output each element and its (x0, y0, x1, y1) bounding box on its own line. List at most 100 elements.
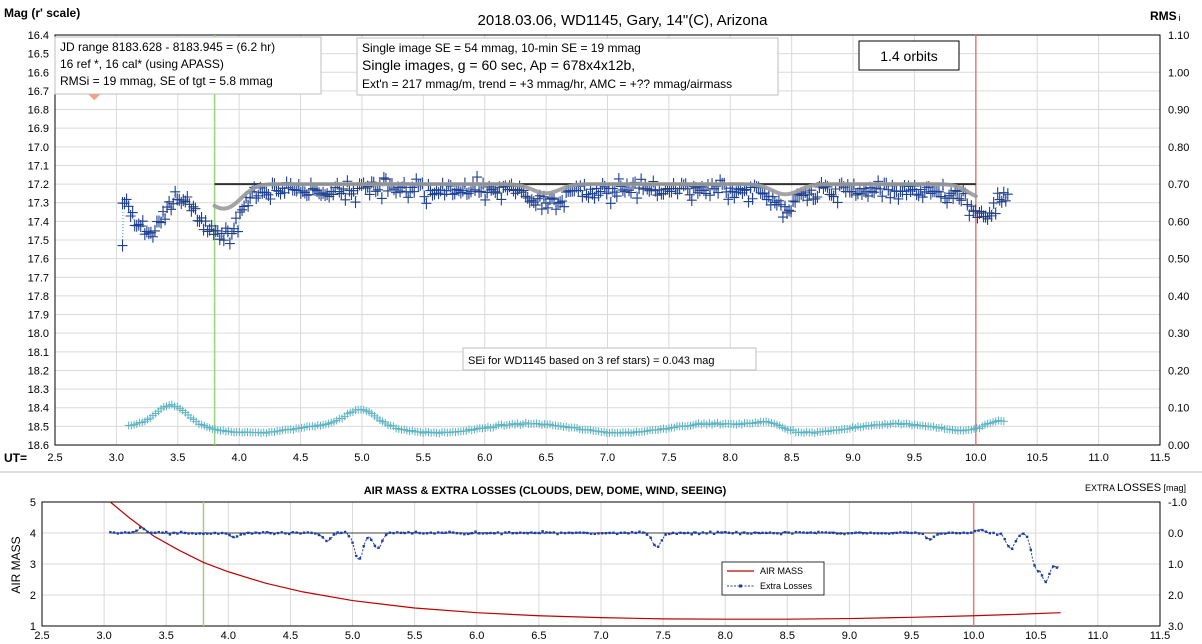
extra-losses-point (906, 531, 910, 535)
target-magnitude-point (970, 204, 981, 217)
target-magnitude-point (409, 185, 420, 198)
target-magnitude-point (905, 185, 916, 198)
extra-losses-point (984, 530, 988, 533)
extra-losses-point (138, 526, 142, 529)
extra-losses-point (735, 530, 738, 534)
extra-losses-point (403, 531, 406, 535)
extra-losses-point (876, 532, 880, 535)
target-magnitude-point (447, 188, 458, 201)
target-magnitude-point (729, 191, 740, 204)
extra-losses-point (847, 532, 850, 535)
extra-losses-point (988, 531, 992, 535)
extra-losses-point (973, 529, 977, 533)
extra-losses-point (511, 532, 515, 535)
target-magnitude-point (441, 184, 452, 197)
target-magnitude-point (557, 195, 568, 208)
target-magnitude-point (200, 215, 211, 228)
target-magnitude-point (224, 237, 235, 250)
extra-losses-point (999, 532, 1003, 535)
target-magnitude-point (182, 191, 193, 204)
top-y2-axis-label: RMS i (1150, 9, 1181, 23)
bottom-xtick-label: 9.5 (904, 630, 919, 642)
top-x-axis-label: UT= (4, 451, 27, 465)
target-magnitude-point (867, 185, 878, 198)
extra-losses-point (414, 530, 418, 534)
extra-losses-point (884, 532, 887, 535)
extra-losses-point (917, 532, 921, 535)
target-magnitude-point (166, 203, 177, 216)
extra-losses-point (478, 532, 481, 535)
extra-losses-point (615, 532, 619, 536)
extra-losses-point (373, 544, 377, 548)
extra-losses-point (507, 530, 511, 534)
extra-losses-point (265, 531, 269, 534)
extra-losses-point (854, 531, 857, 534)
extra-losses-point (440, 531, 444, 534)
extra-losses-point (839, 532, 842, 535)
extra-losses-point (880, 532, 883, 535)
target-magnitude-point (913, 189, 924, 202)
extra-losses-point (861, 532, 865, 535)
target-magnitude-point (990, 207, 1001, 220)
extra-losses-point (276, 531, 280, 535)
bottom-y-axis-label: AIR MASS (9, 536, 23, 593)
target-magnitude-point (261, 186, 272, 199)
extra-losses-point (537, 531, 541, 535)
extra-losses-point (455, 531, 459, 535)
extra-losses-point (1014, 539, 1018, 543)
extra-losses-point (843, 532, 846, 536)
extra-losses-point (925, 536, 928, 540)
extra-losses-point (850, 531, 854, 535)
extra-losses-point (209, 532, 213, 535)
extra-losses-point (910, 531, 913, 535)
top-y2-axis-label-suffix: i (1179, 13, 1181, 23)
top-y2tick-label: 0.90 (1168, 105, 1189, 117)
extra-losses-point (765, 531, 768, 535)
target-magnitude-point (346, 187, 357, 200)
top-xtick-label: 8.0 (723, 452, 738, 464)
target-magnitude-point (826, 188, 837, 201)
extra-losses-point (288, 532, 291, 536)
target-magnitude-point (782, 206, 793, 219)
target-magnitude-point (739, 184, 750, 197)
extra-losses-point (355, 554, 358, 558)
extra-losses-point (314, 532, 317, 535)
extra-losses-point (1055, 566, 1059, 569)
info-box-middle-frame (356, 37, 779, 96)
target-magnitude-point (802, 194, 813, 207)
extra-losses-point (418, 531, 421, 535)
extra-losses-point (194, 532, 198, 535)
top-y2tick-label: 0.10 (1168, 403, 1189, 415)
extra-losses-point (604, 531, 608, 535)
bottom-xtick-label: 7.0 (593, 630, 608, 642)
target-magnitude-point (885, 191, 896, 204)
bottom-ytick-label: 4 (30, 528, 36, 540)
bottom-xtick-label: 5.5 (407, 630, 422, 642)
target-magnitude-point (370, 185, 381, 198)
target-magnitude-point (427, 188, 438, 201)
top-xtick-label: 6.5 (538, 452, 553, 464)
extra-losses-point (560, 531, 563, 534)
target-magnitude-point (476, 185, 487, 198)
target-magnitude-point (303, 188, 314, 201)
extra-losses-point (187, 532, 190, 535)
target-magnitude-point (496, 193, 507, 206)
target-magnitude-point (982, 212, 993, 225)
target-magnitude-point (273, 185, 284, 198)
extra-losses-point (526, 532, 529, 535)
bottom-y2-axis-label-unit: [mag] (1161, 483, 1186, 493)
target-magnitude-point (775, 198, 786, 211)
extra-losses-point (902, 531, 906, 534)
extra-losses-point (742, 531, 746, 534)
target-magnitude-point (153, 215, 164, 228)
legend-frame (721, 561, 825, 596)
extra-losses-point (1022, 532, 1025, 535)
target-magnitude-point (170, 185, 181, 198)
target-magnitude-point (279, 186, 290, 199)
target-magnitude-point (164, 195, 175, 208)
target-magnitude-point (299, 186, 310, 199)
target-magnitude-point (946, 187, 957, 200)
extra-losses-point (325, 539, 328, 543)
extra-losses-point (679, 531, 682, 534)
extra-losses-point (530, 531, 533, 534)
